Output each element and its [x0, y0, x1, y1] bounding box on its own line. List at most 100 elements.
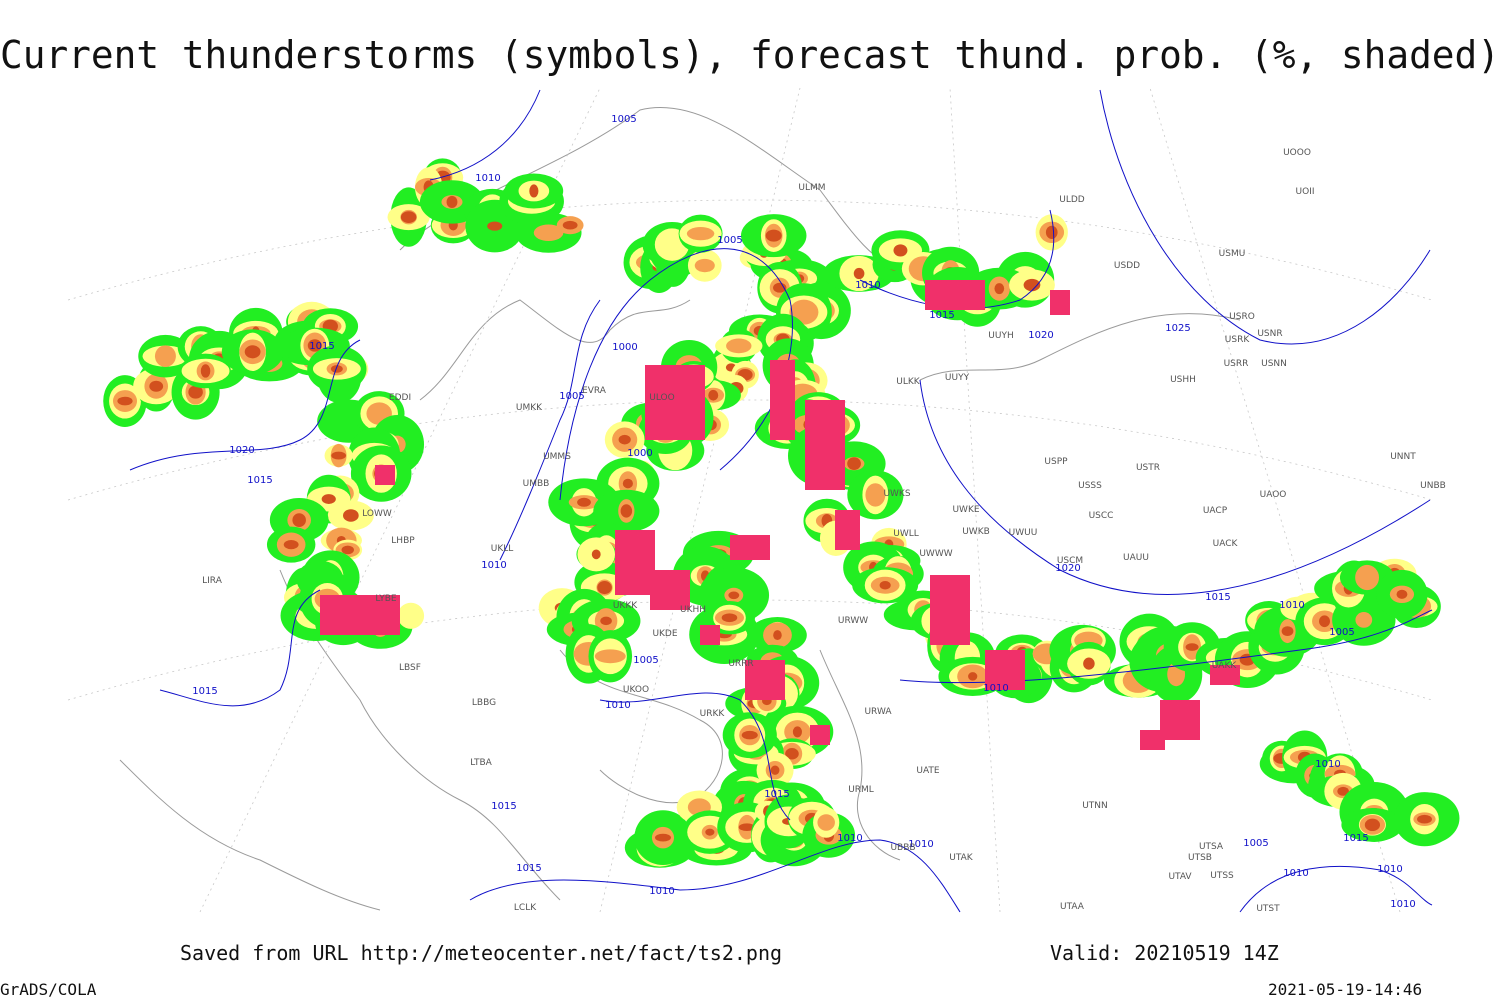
isobar-label: 1000: [612, 342, 637, 353]
storm-cluster: [700, 625, 720, 645]
isobar-label: 1025: [1165, 323, 1190, 334]
station-label: URML: [848, 785, 874, 795]
station-label: UNBB: [1420, 481, 1446, 491]
station-label: USRO: [1229, 312, 1255, 322]
shade-blob: [773, 630, 782, 641]
station-label: UTSA: [1199, 842, 1224, 852]
isobar: [1099, 89, 1431, 345]
station-label: UAOO: [1260, 490, 1287, 500]
shade-blob: [1396, 589, 1408, 599]
shade-blob: [705, 828, 715, 836]
station-label: LIRA: [202, 576, 223, 586]
isobar-label: 1015: [1205, 592, 1230, 603]
storm-cluster: [805, 400, 845, 490]
title: Current thunderstorms (symbols), forecas…: [0, 33, 1500, 77]
isobar-label: 1010: [1315, 759, 1340, 770]
shade-blob: [1083, 657, 1095, 670]
isobar-label: 1010: [1390, 899, 1415, 910]
station-label: UTAV: [1168, 872, 1192, 882]
shade-blob: [446, 195, 458, 209]
storm-cluster: [930, 575, 970, 645]
timestamp: 2021-05-19-14:46: [1268, 980, 1422, 999]
station-label: EVRA: [582, 386, 607, 396]
isobar-label: 1010: [983, 683, 1008, 694]
shade-blob: [792, 726, 802, 738]
station-label: LBSF: [399, 663, 421, 673]
station-label: USTR: [1136, 463, 1160, 473]
storm-cluster: [985, 650, 1025, 690]
station-label: LTBA: [470, 758, 492, 768]
station-label: UAKK: [1212, 661, 1238, 671]
isobar: [429, 89, 541, 181]
shade-blob: [1417, 814, 1432, 824]
isobar-label: 1010: [605, 700, 630, 711]
isobar-label: 1020: [1055, 563, 1080, 574]
storm-cluster: [730, 535, 770, 560]
shade-blob: [244, 345, 261, 359]
station-label: UATE: [916, 766, 940, 776]
shade-blob: [591, 549, 601, 560]
isobar-label: 1005: [1329, 627, 1354, 638]
station-label: UTAA: [1060, 902, 1085, 912]
station-label: URWA: [864, 707, 892, 717]
isobar: [129, 339, 361, 471]
storm-cluster: [645, 365, 705, 440]
shade-blob: [1023, 278, 1041, 292]
shade-blob: [1185, 643, 1199, 651]
station-label: LCLK: [514, 903, 537, 913]
station-label: LOWW: [362, 509, 392, 519]
isobar-label: 1015: [309, 341, 334, 352]
storm-cluster: [615, 530, 655, 595]
station-label: USPP: [1044, 457, 1068, 467]
shade-blob: [1045, 225, 1058, 239]
station-label: USHH: [1170, 375, 1196, 385]
station-label: ULOO: [649, 393, 674, 403]
coastline: [119, 759, 381, 911]
coastline: [419, 299, 691, 401]
isobar-label: 1010: [1279, 600, 1304, 611]
shade-blob: [785, 748, 799, 760]
shade-blob: [741, 730, 758, 740]
isobar-label: 1020: [229, 445, 254, 456]
storm-cluster: [1210, 665, 1240, 685]
isobar-label: 1010: [475, 173, 500, 184]
isobar-label: 1005: [1243, 838, 1268, 849]
isobar: [859, 209, 1055, 309]
isobar-label: 1000: [627, 448, 652, 459]
storm-cluster: [925, 280, 985, 310]
shade-blob: [200, 364, 211, 378]
storm-cluster: [1050, 290, 1070, 315]
shade-blob: [1364, 818, 1381, 832]
shade-blob: [620, 504, 633, 518]
station-label: ULDD: [1059, 195, 1085, 205]
coastline: [559, 649, 723, 804]
station-label: USCM: [1057, 556, 1083, 566]
station-label: UMMS: [543, 452, 571, 462]
shade-blob: [1355, 564, 1380, 591]
isobar: [159, 589, 321, 707]
station-label: UWKS: [883, 489, 910, 499]
isobar: [899, 609, 1433, 684]
shade-blob: [343, 509, 359, 522]
map-labels: 1005 1010 1005 1010 1015 1020 1025 1015 1000 1005…: [192, 114, 1446, 914]
station-label: UKLL: [491, 544, 514, 554]
storm-cluster: [745, 660, 785, 700]
shade-blob: [879, 580, 891, 590]
shade-blob: [487, 221, 503, 231]
isobar-label: 1010: [1377, 864, 1402, 875]
isobar-label: 1010: [649, 886, 674, 897]
shade-blob: [847, 457, 861, 471]
station-label: URKK: [700, 709, 726, 719]
storm-cluster: [320, 595, 400, 635]
isobar-label: 1005: [611, 114, 636, 125]
coastline: [819, 649, 901, 861]
software: GrADS/COLA: [0, 980, 97, 999]
valid-time: Valid: 20210519 14Z: [1050, 941, 1279, 965]
shade-blob: [330, 365, 343, 373]
shade-blob: [341, 545, 354, 555]
station-label: UTSS: [1210, 871, 1234, 881]
isobar-label: 1020: [1028, 330, 1053, 341]
shade-blob: [853, 267, 865, 280]
shade-blob: [594, 649, 626, 664]
storm-cluster: [1160, 700, 1200, 740]
